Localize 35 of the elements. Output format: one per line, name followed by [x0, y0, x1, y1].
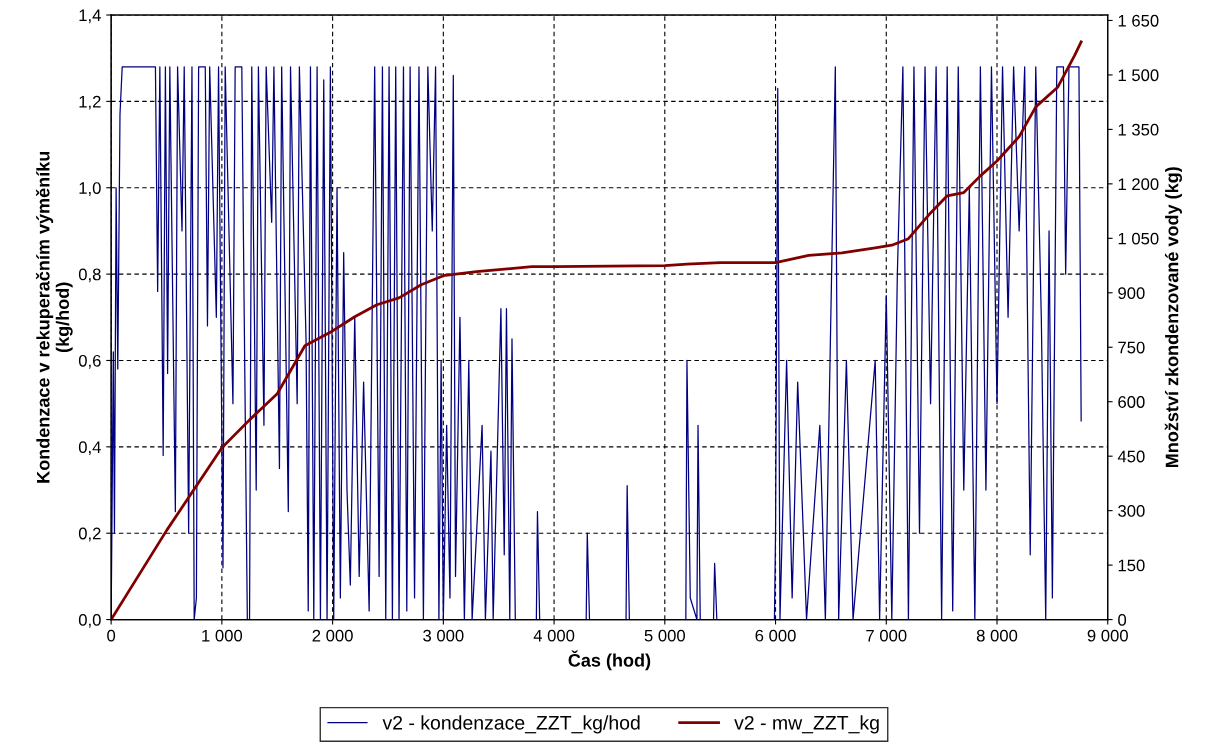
x-tick-label: 3 000 — [423, 629, 464, 642]
y2-tick-label: 150 — [1118, 559, 1145, 572]
y-axis-title: Kondenzace v rekuperačním výměníku (kg/hod) — [35, 151, 73, 483]
y-tick-label: 0,8 — [78, 268, 101, 283]
x-tick-label: 7 000 — [866, 629, 907, 642]
x-tick-label: 0 — [107, 629, 116, 642]
x-tick-label: 2 000 — [312, 629, 353, 642]
y2-tick-label: 1 200 — [1118, 178, 1159, 191]
y2-tick-label: 1 650 — [1118, 14, 1159, 27]
y2-tick-label: 1 350 — [1118, 123, 1159, 136]
x-tick-label: 9 000 — [1087, 629, 1128, 642]
x-tick-label: 8 000 — [976, 629, 1018, 642]
y2-tick-label: 450 — [1117, 450, 1145, 463]
y-tick-label: 0,6 — [78, 354, 101, 369]
legend-label: v2 - kondenzace_ZZT_kg/hod — [382, 715, 640, 734]
y-tick-label: 1,2 — [79, 95, 101, 110]
y2-tick-label: 600 — [1118, 396, 1145, 408]
y2-tick-label: 300 — [1118, 505, 1145, 517]
x-axis-title: Čas (hod) — [568, 650, 651, 671]
y2-axis-title: Množství zkondenzované vody (kg) — [1164, 167, 1183, 468]
x-tick-label: 5 000 — [644, 629, 686, 642]
y-tick-label: 1,4 — [79, 9, 101, 24]
y-tick-label: 0,4 — [78, 441, 101, 456]
y2-tick-label: 1 050 — [1118, 232, 1159, 245]
y2-tick-label: 0 — [1118, 613, 1127, 626]
x-tick-label: 4 000 — [533, 629, 575, 642]
legend-label: v2 - mw_ZZT_kg — [734, 715, 879, 734]
y-tick-label: 0,2 — [78, 527, 101, 542]
x-tick-label: 1 000 — [202, 629, 243, 642]
y2-tick-label: 900 — [1118, 287, 1145, 299]
x-tick-label: 6 000 — [755, 629, 796, 642]
y-tick-label: 0,0 — [78, 613, 101, 628]
y2-tick-label: 750 — [1118, 341, 1145, 354]
y-tick-label: 1,0 — [79, 182, 101, 196]
y2-tick-label: 1 500 — [1118, 69, 1159, 82]
